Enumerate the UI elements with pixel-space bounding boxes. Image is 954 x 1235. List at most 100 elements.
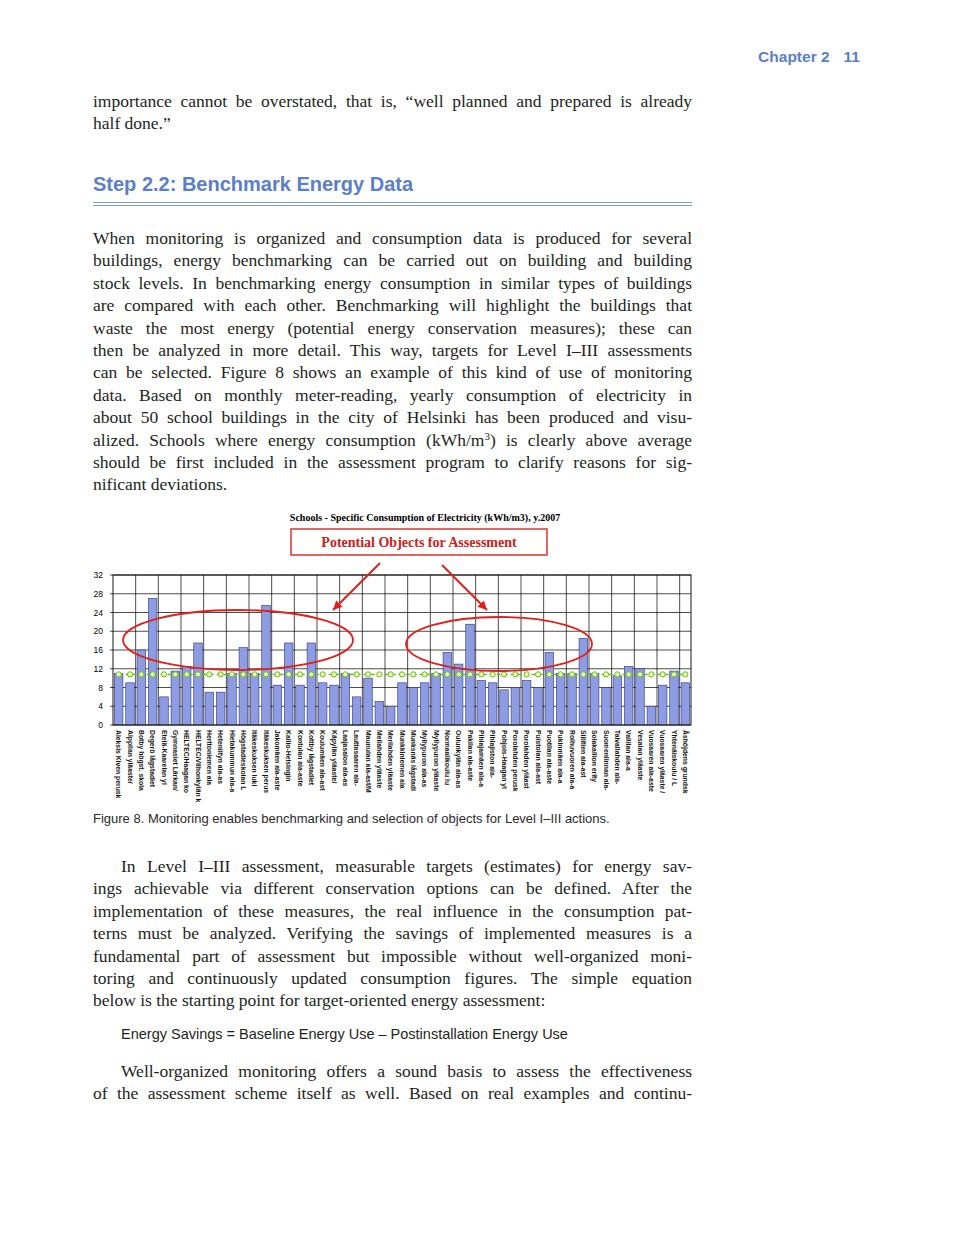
x-tick-label: Vesalan yläaste <box>636 730 644 780</box>
x-tick-label: Herttoniemen ala <box>206 730 213 785</box>
line-marker <box>150 672 155 677</box>
bar <box>511 688 520 726</box>
line-marker <box>207 672 212 677</box>
x-tick-label: Hietakummun ala-a <box>229 730 236 793</box>
text-line: of the assessment scheme itself as well.… <box>93 1082 692 1104</box>
x-tick-label: Jakomäen ala-aste <box>274 730 281 791</box>
x-tick-label: Puistolan ala-ast <box>535 730 542 785</box>
text-line: In Level I–III assessment, measurable ta… <box>93 855 692 877</box>
grid-line-y <box>113 631 691 632</box>
line-marker <box>422 672 427 677</box>
heading-rule <box>93 205 692 206</box>
highlight-ellipse <box>406 617 592 671</box>
bar <box>352 697 361 725</box>
line-marker <box>637 672 642 677</box>
x-tick-label: Kallio-Helsingin <box>284 730 292 781</box>
x-tick-label: Pihlajiston ala- <box>488 730 496 778</box>
bar <box>534 688 543 726</box>
text-run: ) is clearly above average <box>490 430 692 450</box>
x-tick-label: Pihlajamäen ala-a <box>477 730 485 787</box>
grid-line-x <box>498 575 499 725</box>
line-marker <box>252 672 257 677</box>
text-line: half done.” <box>93 112 692 134</box>
line-marker <box>365 672 370 677</box>
section-heading: Step 2.2: Benchmark Energy Data <box>93 173 413 196</box>
x-tick-label: Puotilan ala-aste <box>546 730 553 784</box>
line-marker <box>184 672 189 677</box>
bar <box>432 673 441 725</box>
line-marker <box>399 672 404 677</box>
x-tick-label: Degerö lågstadiet <box>148 730 156 788</box>
line-marker <box>547 672 552 677</box>
line-marker <box>456 672 461 677</box>
x-tick-label: Käpylän yläaste/ <box>330 730 338 783</box>
grid-line-y <box>113 593 691 594</box>
bar <box>273 685 282 725</box>
chart: Schools - Specific Consumption of Electr… <box>80 505 700 805</box>
text-line: importance cannot be overstated, that is… <box>93 90 692 112</box>
grid-line-x <box>135 575 136 725</box>
line-marker <box>433 672 438 677</box>
x-tick-label: Alppilan yläaste/ <box>126 730 134 784</box>
x-tick-label: Gymnasiet Lärkan/ <box>171 730 179 791</box>
y-tick-label: 16 <box>94 645 104 655</box>
line-marker <box>569 672 574 677</box>
paragraph: When monitoring is organized and consump… <box>93 227 692 496</box>
line-marker <box>513 672 518 677</box>
bar <box>681 683 690 725</box>
line-marker <box>671 672 676 677</box>
bar <box>602 688 611 726</box>
bar <box>579 638 588 725</box>
line-marker <box>218 672 223 677</box>
y-tick-label: 0 <box>98 720 103 730</box>
y-tick-label: 8 <box>98 683 103 693</box>
x-tick-label: Pukinmäen ala-a <box>557 730 564 784</box>
grid-line-x <box>226 575 227 725</box>
x-tick-label: Etelä-Kaarelan yl <box>160 730 168 785</box>
x-tick-label: Myllypuron ala-as <box>420 730 428 788</box>
line-marker <box>354 672 359 677</box>
line-marker <box>388 672 393 677</box>
x-tick-label: Normaalikoulu lu <box>444 730 451 785</box>
x-tick-label: Åshöjdens grundsk <box>681 730 690 794</box>
line-marker <box>309 672 314 677</box>
grid-line-x <box>158 575 159 725</box>
bar <box>114 673 123 725</box>
text-line: then be analyzed in more detail. This wa… <box>93 339 692 361</box>
equation: Energy Savings = Baseline Energy Use – P… <box>121 1026 568 1042</box>
line-marker <box>286 672 291 677</box>
bar <box>160 697 169 725</box>
x-tick-label: Vuosaaren ala-aste <box>648 730 655 792</box>
x-tick-label: Itäkeskuksen luki <box>251 730 258 786</box>
line-marker <box>377 672 382 677</box>
bar <box>454 664 463 725</box>
grid-line-x <box>453 575 454 725</box>
line-marker <box>445 672 450 677</box>
line-marker <box>331 672 336 677</box>
bar <box>636 669 645 725</box>
grid-line-x <box>566 575 567 725</box>
line-marker <box>343 672 348 677</box>
bar <box>284 643 293 725</box>
bar <box>205 692 214 725</box>
grid-line-x <box>543 575 544 725</box>
line-marker <box>195 672 200 677</box>
x-tick-label: Vallilan ala-a <box>625 730 632 771</box>
bar <box>398 683 407 725</box>
y-tick-label: 24 <box>94 608 104 618</box>
plot-area <box>113 575 691 725</box>
line-marker <box>626 672 631 677</box>
bar <box>409 688 418 726</box>
line-marker <box>490 672 495 677</box>
text-line: below is the starting point for target-o… <box>93 989 692 1011</box>
line-marker <box>615 672 620 677</box>
bar <box>375 702 384 725</box>
text-line: fundamental part of assessment but impos… <box>93 945 692 967</box>
line-marker <box>127 672 132 677</box>
bar <box>522 680 531 725</box>
bar <box>477 680 486 725</box>
text-line: waste the most energy (potential energy … <box>93 317 692 339</box>
x-tick-label: Vuosaaren yläaste / <box>658 730 666 793</box>
bar <box>228 673 237 725</box>
x-tick-label: Munksnäs lågstadi <box>409 730 417 791</box>
